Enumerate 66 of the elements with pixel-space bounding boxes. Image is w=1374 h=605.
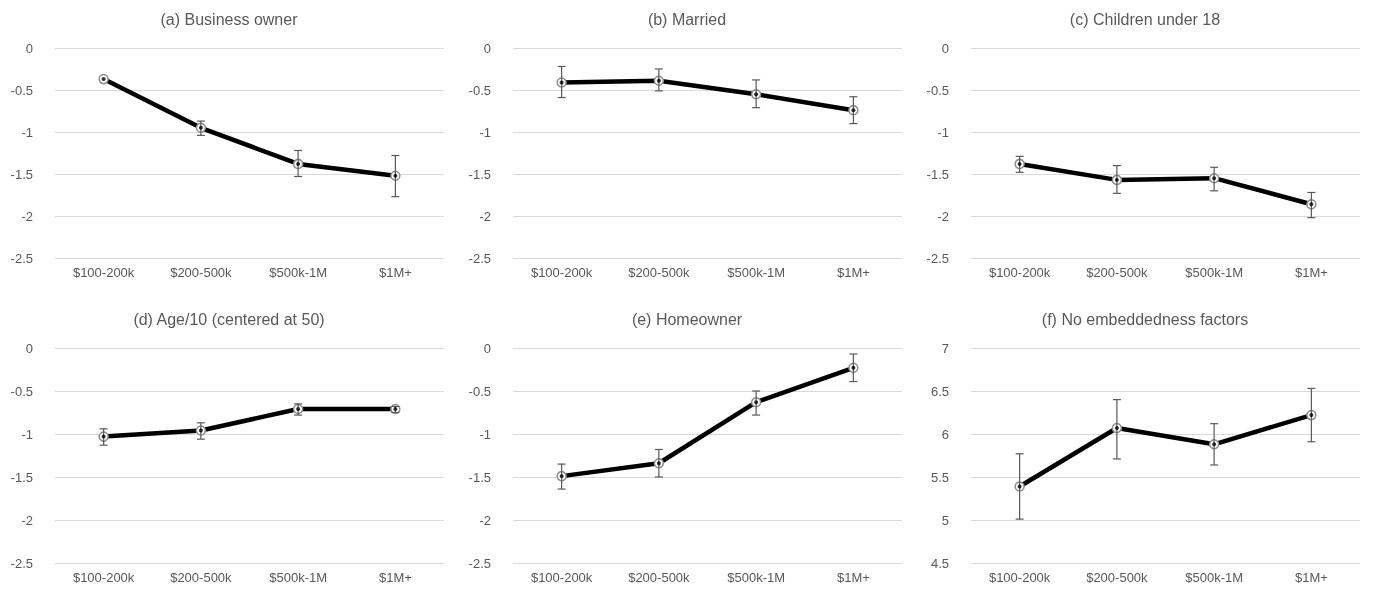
y-tick-label: -2.5: [468, 250, 491, 266]
y-tick-label: -2: [21, 208, 33, 224]
y-tick-label: -2: [479, 512, 491, 528]
y-tick-label: 6.5: [930, 383, 949, 399]
x-tick-label: $1M+: [378, 570, 412, 585]
chart-title: (e) Homeowner: [631, 310, 743, 328]
y-tick-label: -1: [479, 124, 491, 140]
y-tick-label: -0.5: [468, 82, 491, 98]
y-tick-label: -0.5: [10, 383, 33, 399]
y-tick-label: 5.5: [930, 469, 949, 485]
y-tick-label: -1: [937, 124, 949, 140]
x-tick-label: $200-500k: [170, 570, 233, 585]
x-tick-label: $200-500k: [1086, 570, 1149, 585]
y-tick-label: -2.5: [468, 555, 491, 571]
y-tick-label: -2.5: [926, 250, 949, 266]
chart-title: (c) Children under 18: [1069, 10, 1221, 28]
x-tick-label: $500k-1M: [269, 265, 328, 280]
x-tick-label: $1M+: [378, 265, 412, 280]
y-tick-label: -0.5: [10, 82, 33, 98]
y-tick-label: 6: [941, 426, 949, 442]
y-tick-label: 0: [483, 340, 491, 356]
x-tick-label: $1M+: [1294, 265, 1328, 280]
y-tick-label: -1.5: [926, 166, 949, 182]
x-tick-label: $500k-1M: [727, 265, 786, 280]
y-tick-label: -1: [21, 426, 33, 442]
x-tick-label: $200-500k: [1086, 265, 1149, 280]
y-tick-label: 5: [941, 512, 949, 528]
y-tick-label: -1.5: [10, 469, 33, 485]
y-tick-label: -1.5: [10, 166, 33, 182]
y-tick-label: 0: [25, 340, 33, 356]
y-tick-label: -2.5: [10, 250, 33, 266]
y-tick-label: -2: [21, 512, 33, 528]
y-tick-label: 0: [25, 40, 33, 56]
y-tick-label: 4.5: [930, 555, 949, 571]
y-tick-label: -0.5: [468, 383, 491, 399]
y-tick-label: 0: [483, 40, 491, 56]
x-tick-label: $500k-1M: [269, 570, 328, 585]
x-tick-label: $1M+: [836, 265, 870, 280]
chart-title: (f) No embeddedness factors: [1041, 310, 1249, 328]
x-tick-label: $200-500k: [628, 570, 691, 585]
x-tick-label: $1M+: [1294, 570, 1328, 585]
y-tick-label: -2: [479, 208, 491, 224]
y-tick-label: -1: [21, 124, 33, 140]
x-tick-label: $500k-1M: [727, 570, 786, 585]
x-tick-label: $100-200k: [988, 570, 1051, 585]
x-tick-label: $200-500k: [170, 265, 233, 280]
x-tick-label: $100-200k: [988, 265, 1051, 280]
x-tick-label: $100-200k: [72, 265, 135, 280]
chart-title: (d) Age/10 (centered at 50): [133, 310, 325, 328]
y-tick-label: -0.5: [926, 82, 949, 98]
x-tick-label: $500k-1M: [1185, 265, 1244, 280]
y-tick-label: -1.5: [468, 469, 491, 485]
x-tick-label: $100-200k: [530, 265, 593, 280]
x-tick-label: $200-500k: [628, 265, 691, 280]
y-tick-label: 7: [941, 340, 949, 356]
y-tick-label: -1: [479, 426, 491, 442]
x-tick-label: $500k-1M: [1185, 570, 1244, 585]
y-tick-label: -2.5: [10, 555, 33, 571]
y-tick-label: -1.5: [468, 166, 491, 182]
chart-title: (a) Business owner: [160, 10, 299, 28]
x-tick-label: $1M+: [836, 570, 870, 585]
y-tick-label: -2: [937, 208, 949, 224]
x-tick-label: $100-200k: [530, 570, 593, 585]
chart-title: (b) Married: [647, 10, 727, 28]
x-tick-label: $100-200k: [72, 570, 135, 585]
y-tick-label: 0: [941, 40, 949, 56]
